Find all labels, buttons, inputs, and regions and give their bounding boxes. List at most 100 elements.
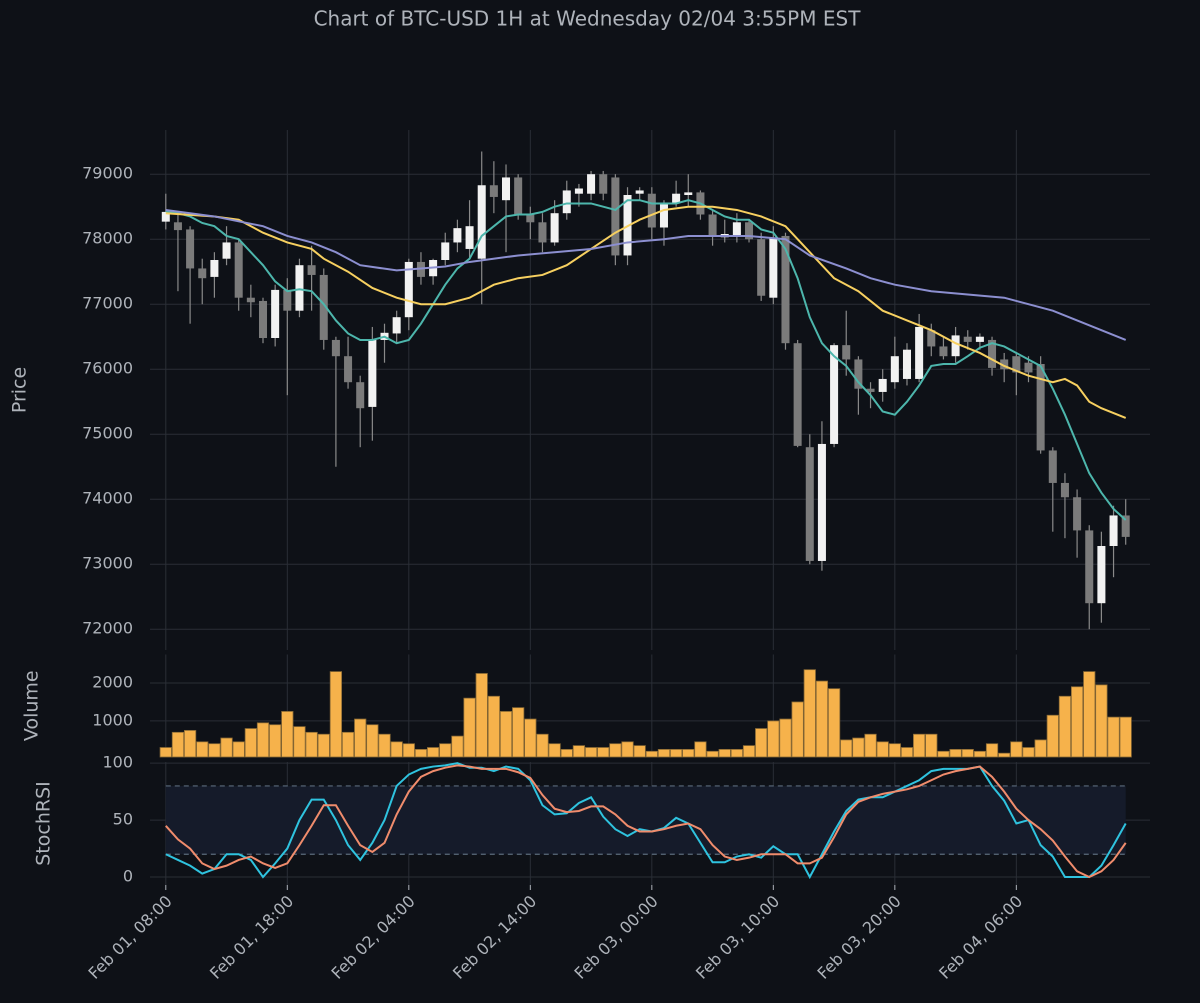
y-axis-label: Price [9, 367, 31, 413]
y-tick-label: 1000 [92, 710, 133, 729]
bar [293, 726, 306, 758]
candle-body [562, 190, 571, 214]
bar [572, 745, 586, 758]
bar [815, 680, 829, 758]
candle-body [951, 335, 960, 357]
bar [730, 749, 743, 758]
candle-body [587, 174, 596, 194]
candle-body [684, 192, 693, 195]
bar [827, 688, 841, 758]
bar [718, 749, 731, 758]
candle-body [793, 343, 802, 446]
bar [414, 749, 428, 758]
candle-body [732, 222, 741, 236]
line [165, 208, 1127, 341]
bar [998, 752, 1011, 758]
candle-body [805, 447, 814, 561]
candle-body [647, 193, 656, 228]
line [165, 199, 1127, 521]
bar [1022, 747, 1035, 758]
bar [1034, 739, 1047, 758]
y-tick-label: 79000 [82, 164, 133, 183]
bar [220, 737, 233, 758]
bar [755, 728, 768, 758]
candle-body [599, 174, 608, 194]
candle-body [842, 345, 851, 360]
bar [208, 743, 221, 758]
candle-body [283, 289, 292, 311]
candle-body [1048, 450, 1057, 483]
candle-body [915, 326, 924, 379]
y-tick-label: 74000 [82, 489, 133, 508]
candle-body [817, 443, 826, 561]
candle-body [927, 330, 936, 347]
candle-body [963, 336, 972, 342]
bar [1070, 686, 1084, 758]
candle-body [866, 388, 875, 392]
bar [767, 720, 780, 758]
bar [402, 743, 415, 758]
candle-body [854, 359, 863, 389]
bar [973, 750, 987, 758]
candle-body [538, 222, 547, 243]
candle-body [988, 339, 997, 368]
candle-body [502, 177, 511, 201]
line [165, 764, 1127, 879]
bar [329, 671, 343, 758]
bar [305, 731, 318, 758]
candle-body [307, 265, 316, 275]
candle-body [708, 214, 717, 236]
bar [633, 745, 646, 758]
candle-body [1012, 356, 1021, 373]
bar [524, 718, 537, 758]
candle-body [939, 346, 948, 357]
bar [269, 724, 282, 758]
x-tick-label: Feb 03, 10:00 [692, 892, 783, 983]
candle-body [830, 345, 839, 444]
candle-body [514, 177, 523, 215]
candle-body [550, 213, 559, 243]
candle-body [1024, 362, 1033, 373]
candle-body [234, 242, 243, 298]
candle-body [368, 339, 377, 407]
bar [694, 741, 707, 758]
candle-body [1000, 359, 1009, 370]
y-tick-label: 2000 [92, 672, 133, 691]
candle-body [356, 382, 365, 409]
bar [1046, 714, 1059, 758]
bar [742, 745, 756, 758]
chart-title: Chart of BTC-USD 1H at Wednesday 02/04 3… [314, 7, 862, 31]
candle-body [1036, 364, 1045, 451]
bar [463, 697, 476, 758]
candle-body [331, 339, 340, 357]
candle-body [745, 222, 754, 240]
line [165, 205, 1127, 419]
bar [840, 739, 853, 758]
bar [487, 695, 500, 758]
candle-body [161, 211, 170, 222]
candle-body [271, 289, 280, 338]
bar [1119, 716, 1132, 758]
bar [597, 747, 610, 758]
candle-body [173, 222, 182, 231]
bar [1095, 684, 1108, 758]
y-tick-label: 77000 [82, 294, 133, 313]
candle-body [757, 239, 766, 296]
bar [985, 743, 999, 758]
bar [876, 741, 889, 758]
candle-body [392, 317, 401, 334]
bar [366, 724, 379, 758]
bar [925, 733, 938, 758]
candle-body [489, 185, 498, 197]
bar [171, 731, 185, 758]
y-tick-label: 78000 [82, 229, 133, 248]
bar [512, 707, 525, 758]
candle-body [295, 265, 304, 311]
candle-body [246, 297, 255, 303]
bar [645, 750, 658, 758]
bar [560, 749, 573, 758]
candle-body [1109, 515, 1118, 546]
bar [451, 735, 464, 758]
